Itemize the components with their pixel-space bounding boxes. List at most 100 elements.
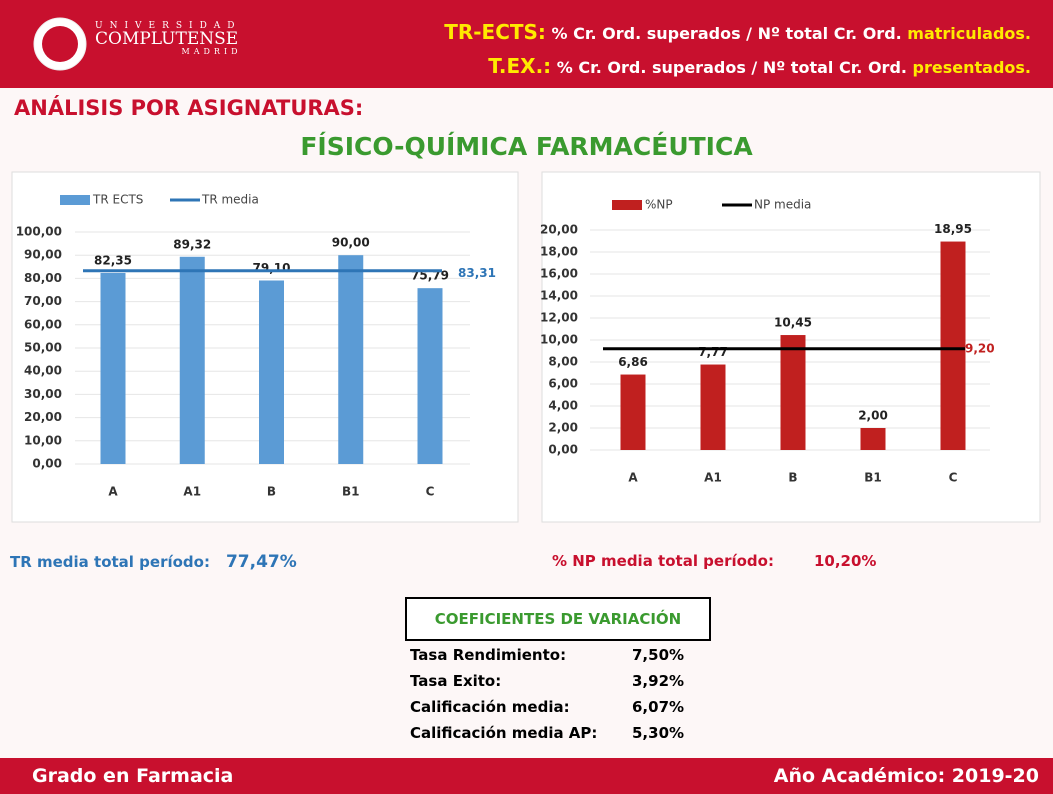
y-tick-label: 0,00 [32, 457, 62, 471]
y-tick-label: 20,00 [24, 410, 62, 424]
footer-right: Año Académico: 2019-20 [773, 765, 1039, 787]
data-label: 89,32 [173, 237, 211, 251]
table-cell: 3,92% [632, 672, 685, 690]
table-row: Tasa Rendimiento: 7,50% [410, 646, 722, 672]
x-tick-label: A1 [704, 471, 722, 485]
bar [179, 256, 205, 464]
y-tick-label: 90,00 [24, 248, 62, 262]
x-tick-label: B [788, 471, 797, 485]
y-tick-label: 80,00 [24, 271, 62, 285]
logo-line: MADRID [181, 47, 242, 56]
bar [620, 374, 646, 450]
legend-swatch [612, 200, 642, 210]
y-tick-label: 30,00 [24, 387, 62, 401]
legend-label: TR ECTS [92, 193, 143, 207]
x-tick-label: B [267, 485, 276, 499]
bar [780, 335, 806, 450]
y-tick-label: 10,00 [540, 333, 578, 347]
table-row: Calificación media: 6,07% [410, 698, 722, 724]
data-label: 6,86 [618, 355, 648, 369]
summary-label: TR media total período: [10, 553, 210, 571]
footer: Grado en Farmacia Año Académico: 2019-20 [0, 758, 1053, 794]
table-title: COEFICIENTES DE VARIACIÓN [405, 597, 711, 641]
bar [700, 364, 726, 450]
mean-label: 9,20 [965, 341, 995, 355]
x-tick-label: B1 [864, 471, 882, 485]
x-tick-label: C [949, 471, 958, 485]
definition: T.EX.: % Cr. Ord. superados / Nº total C… [488, 54, 1031, 78]
legend-label: TR media [201, 193, 259, 207]
definition: TR-ECTS: % Cr. Ord. superados / Nº total… [444, 20, 1031, 44]
data-label: 2,00 [858, 409, 888, 423]
y-tick-label: 50,00 [24, 341, 62, 355]
subject: FÍSICO-QUÍMICA FARMACÉUTICA [300, 132, 753, 161]
logo-text: UNIVERSIDAD COMPLUTENSE MADRID [95, 22, 242, 56]
y-tick-label: 16,00 [540, 267, 578, 281]
legend-label: %NP [645, 198, 673, 212]
summary-value: 10,20% [813, 552, 877, 570]
footer-left: Grado en Farmacia [32, 765, 234, 787]
y-tick-label: 4,00 [548, 399, 578, 413]
bar [417, 288, 443, 464]
data-label: 82,35 [94, 253, 132, 267]
y-tick-label: 18,00 [540, 245, 578, 259]
logo-seal [33, 17, 87, 71]
summary-label: % NP media total período: [552, 552, 774, 570]
y-tick-label: 40,00 [24, 364, 62, 378]
def-highlight: matriculados. [907, 24, 1031, 43]
data-label: 7,77 [698, 345, 728, 359]
table-cell: 7,50% [632, 646, 685, 664]
table-cell: Calificación media AP: [410, 724, 598, 742]
legend-label: NP media [754, 198, 811, 212]
bar [100, 272, 126, 464]
data-label: 18,95 [934, 222, 972, 236]
table-cell: Calificación media: [410, 698, 570, 716]
tr-summary: TR media total período: 77,47% [10, 552, 297, 572]
table-cell: Tasa Rendimiento: [410, 646, 567, 664]
x-tick-label: C [426, 485, 435, 499]
y-tick-label: 70,00 [24, 294, 62, 308]
data-label: 79,10 [253, 261, 291, 275]
data-label: 10,45 [774, 316, 812, 330]
section-title: ANÁLISIS POR ASIGNATURAS: [14, 96, 364, 120]
def-key: T.EX.: [488, 54, 552, 78]
summary-value: 77,47% [225, 552, 297, 572]
legend-swatch [60, 195, 90, 205]
y-tick-label: 20,00 [540, 223, 578, 237]
np-summary: % NP media total período: 10,20% [552, 552, 876, 570]
data-label: 90,00 [332, 236, 370, 250]
table-cell: Tasa Exito: [410, 672, 502, 690]
y-tick-label: 100,00 [16, 225, 62, 239]
table-cell: 6,07% [632, 698, 685, 716]
y-tick-label: 8,00 [548, 355, 578, 369]
header: UNIVERSIDAD COMPLUTENSE MADRID TR-ECTS: … [0, 0, 1053, 88]
bar [259, 280, 284, 464]
x-tick-label: A1 [183, 485, 201, 499]
x-tick-label: B1 [342, 485, 360, 499]
def-highlight: presentados. [912, 58, 1031, 77]
y-tick-label: 14,00 [540, 289, 578, 303]
y-tick-label: 10,00 [24, 433, 62, 447]
bar [338, 255, 364, 464]
bar [940, 241, 966, 450]
bar [860, 428, 886, 450]
y-tick-label: 12,00 [540, 311, 578, 325]
def-key: TR-ECTS: [444, 20, 546, 44]
y-tick-label: 6,00 [548, 377, 578, 391]
y-tick-label: 2,00 [548, 421, 578, 435]
coef-table: Tasa Rendimiento: 7,50% Tasa Exito: 3,92% Ca… [410, 646, 722, 750]
def-text: % Cr. Ord. superados / Nº total Cr. Ord. [551, 24, 902, 43]
table-row: Tasa Exito: 3,92% [410, 672, 722, 698]
y-tick-label: 0,00 [548, 443, 578, 457]
def-text: % Cr. Ord. superados / Nº total Cr. Ord. [556, 58, 907, 77]
mean-label: 83,31 [458, 266, 496, 280]
table-cell: 5,30% [632, 724, 685, 742]
logo-line: UNIVERSIDAD [95, 21, 242, 31]
logo-line: COMPLUTENSE [95, 29, 239, 49]
x-tick-label: A [628, 471, 638, 485]
table-row: Calificación media AP: 5,30% [410, 724, 722, 750]
x-tick-label: A [108, 485, 118, 499]
y-tick-label: 60,00 [24, 317, 62, 331]
